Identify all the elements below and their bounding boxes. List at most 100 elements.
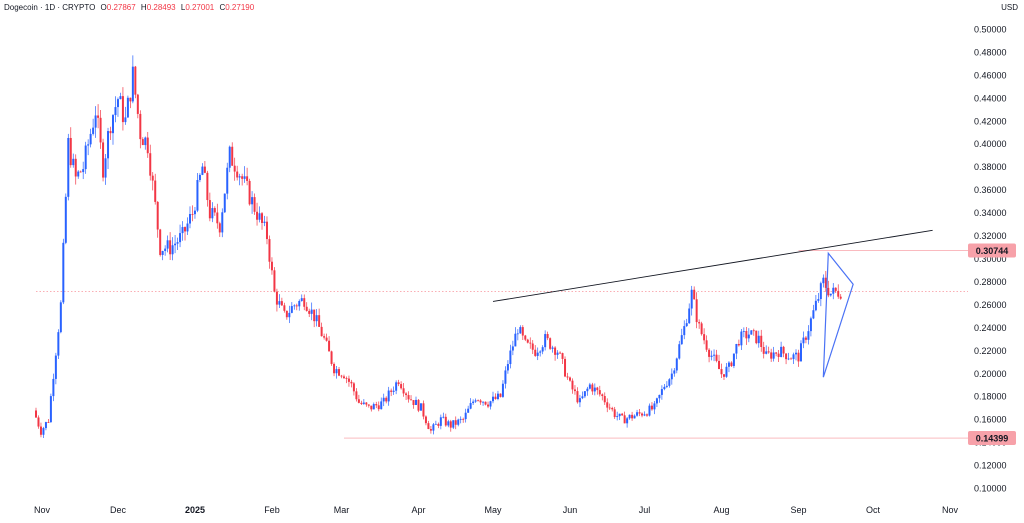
- candle-body: [799, 343, 802, 362]
- candle-body: [767, 351, 770, 353]
- candle-body: [437, 423, 440, 426]
- candle-body: [77, 171, 80, 177]
- candle-body: [231, 146, 234, 166]
- candle-body: [506, 364, 509, 371]
- candle-body: [730, 362, 733, 367]
- candle-body: [819, 283, 822, 300]
- candle-body: [126, 97, 129, 118]
- candle-body: [87, 144, 90, 146]
- candle-body: [246, 176, 249, 181]
- candle-body: [228, 146, 231, 168]
- price-tags: 0.30744 0.14399: [968, 243, 1016, 446]
- candle-body: [720, 369, 723, 375]
- x-tick-label: Feb: [264, 505, 280, 515]
- candle-body: [571, 380, 574, 390]
- candle-body: [47, 422, 50, 423]
- candle-body: [732, 353, 735, 367]
- candle-body: [432, 424, 435, 431]
- y-axis[interactable]: 0.50000 0.48000 0.46000 0.44000 0.42000 0.400…: [974, 24, 1007, 493]
- candle-body: [149, 153, 152, 176]
- candle-body: [462, 418, 465, 420]
- y-tick-label: 0.10000: [974, 484, 1007, 494]
- candle-body: [713, 354, 716, 356]
- symbol-label: Dogecoin · 1D · CRYPTO: [4, 3, 96, 12]
- candle-body: [837, 290, 840, 297]
- x-axis[interactable]: Nov Dec 2025 Feb Mar Apr May Jun Jul Aug Sep Oct Nov: [34, 505, 958, 515]
- candle-body: [482, 401, 485, 403]
- candle-body: [218, 223, 221, 233]
- candle-body: [693, 289, 696, 300]
- candle-body: [616, 416, 619, 418]
- candle-body: [166, 240, 169, 249]
- candle-body: [111, 115, 114, 134]
- candle-body: [511, 346, 514, 351]
- candle-body: [544, 334, 547, 348]
- candle-body: [64, 196, 67, 243]
- candle-body: [144, 137, 147, 146]
- candle-body: [700, 323, 703, 335]
- candle-body: [290, 306, 293, 313]
- candle-body: [703, 334, 706, 341]
- candle-body: [248, 180, 251, 205]
- candle-body: [186, 223, 189, 232]
- candle-body: [390, 390, 393, 392]
- candle-body: [762, 347, 765, 354]
- y-tick-label: 0.30000: [974, 254, 1007, 264]
- candle-body: [72, 158, 75, 166]
- candle-body: [504, 370, 507, 384]
- candle-body: [695, 299, 698, 323]
- candle-body: [611, 407, 614, 410]
- candle-body: [775, 352, 778, 354]
- candle-body: [633, 415, 636, 419]
- candle-body: [708, 349, 711, 357]
- candle-body: [663, 386, 666, 390]
- candle-body: [606, 402, 609, 408]
- candle-body: [526, 339, 529, 343]
- candle-body: [300, 298, 303, 301]
- candle-body: [449, 421, 452, 428]
- candle-body: [345, 378, 348, 380]
- candle-body: [400, 384, 403, 389]
- candle-body: [494, 396, 497, 399]
- candle-body: [410, 399, 413, 401]
- candle-body: [524, 335, 527, 340]
- candle-body: [777, 353, 780, 357]
- y-tick-label: 0.28000: [974, 277, 1007, 287]
- candle-body: [621, 413, 624, 416]
- candle-body: [658, 394, 661, 399]
- candle-body: [489, 401, 492, 407]
- candle-body: [62, 242, 65, 303]
- candle-body: [765, 351, 768, 354]
- candle-body: [752, 330, 755, 332]
- candle-body: [42, 428, 45, 435]
- x-tick-label: Nov: [942, 505, 959, 515]
- y-tick-label: 0.34000: [974, 208, 1007, 218]
- candle-body: [834, 287, 837, 291]
- candle-body: [243, 176, 246, 179]
- candle-body: [82, 169, 85, 173]
- candle-body: [715, 354, 718, 361]
- candle-body: [477, 400, 480, 402]
- chart-header: Dogecoin · 1D · CRYPTO O0.27867 H0.28493…: [4, 3, 254, 12]
- y-tick-label: 0.18000: [974, 392, 1007, 402]
- candle-body: [655, 398, 658, 404]
- candle-body: [94, 115, 97, 128]
- support-price-tag: 0.14399: [976, 434, 1009, 444]
- candle-body: [323, 336, 326, 338]
- candle-body: [750, 330, 753, 335]
- candle-body: [310, 309, 313, 314]
- candle-body: [360, 402, 363, 404]
- candle-body: [385, 397, 388, 402]
- candle-body: [439, 417, 442, 426]
- candle-body: [653, 403, 656, 410]
- drawings[interactable]: [492, 229, 933, 378]
- candle-body: [184, 227, 187, 232]
- triangle-pattern[interactable]: [822, 251, 854, 378]
- candle-body: [350, 381, 353, 384]
- x-tick-label: Jun: [563, 505, 578, 515]
- candle-body: [822, 277, 825, 284]
- candle-body: [603, 396, 606, 403]
- ascending-trendline[interactable]: [492, 229, 933, 302]
- candle-body: [814, 300, 817, 311]
